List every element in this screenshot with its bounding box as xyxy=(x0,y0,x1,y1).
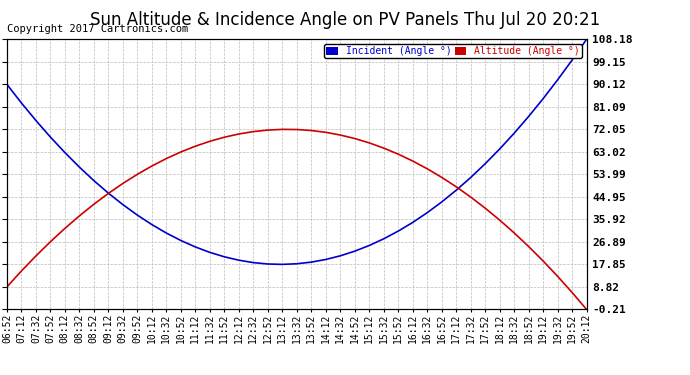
Text: Sun Altitude & Incidence Angle on PV Panels Thu Jul 20 20:21: Sun Altitude & Incidence Angle on PV Pan… xyxy=(90,11,600,29)
Text: Copyright 2017 Cartronics.com: Copyright 2017 Cartronics.com xyxy=(7,24,188,34)
Legend: Incident (Angle °), Altitude (Angle °): Incident (Angle °), Altitude (Angle °) xyxy=(324,44,582,58)
